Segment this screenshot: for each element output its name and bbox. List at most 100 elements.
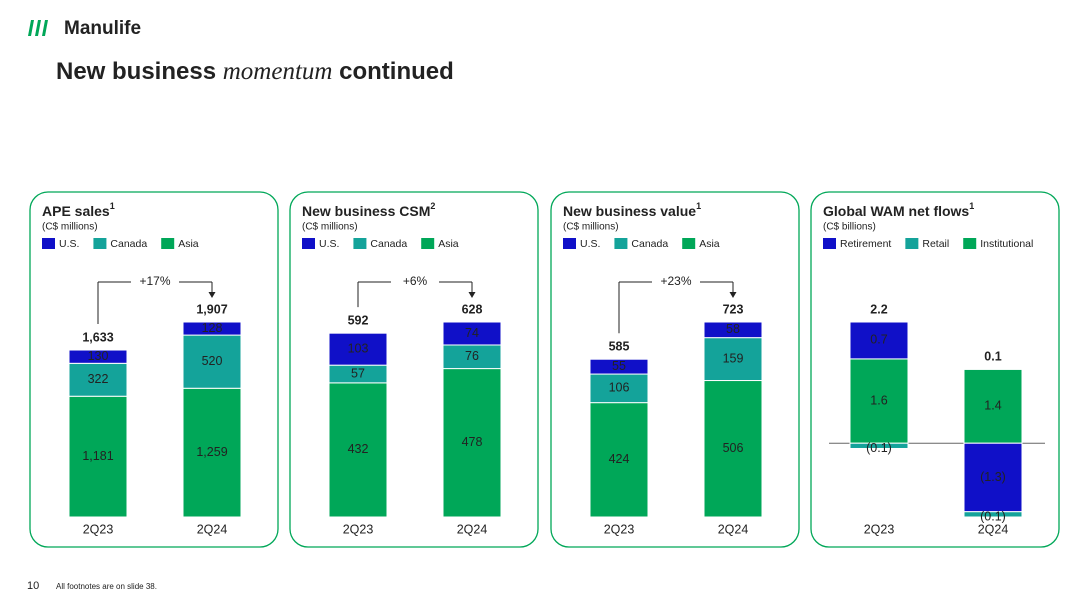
chart-subtitle: (C$ millions) xyxy=(302,222,358,233)
legend-label: Retail xyxy=(922,238,949,250)
chart-subtitle: (C$ millions) xyxy=(42,222,98,233)
brand: Manulife xyxy=(64,18,141,39)
value-label: 424 xyxy=(609,452,630,466)
category-label: 2Q24 xyxy=(718,522,749,536)
footnote: All footnotes are on slide 38. xyxy=(56,582,157,591)
legend-swatch xyxy=(302,238,315,249)
value-label: 103 xyxy=(348,341,369,355)
bar-segment xyxy=(442,321,502,346)
legend-label: Institutional xyxy=(980,238,1033,250)
chart-panel: New business value1 (C$ millions) U.S. Cana… xyxy=(550,191,800,548)
total-label: 592 xyxy=(348,313,369,327)
bar-segment xyxy=(182,321,242,336)
legend-label: Canada xyxy=(110,238,147,250)
value-label: 520 xyxy=(202,354,223,368)
chart-title: Global WAM net flows1 xyxy=(823,201,974,218)
legend-swatch xyxy=(353,238,367,249)
change-label: +6% xyxy=(403,274,428,288)
change-arrow xyxy=(208,292,216,298)
legend-label: Asia xyxy=(178,238,199,250)
value-label: 1,259 xyxy=(196,445,227,459)
footnote-mark: 1 xyxy=(696,201,701,211)
value-label: 1.6 xyxy=(870,393,887,407)
chart-title: APE sales1 xyxy=(42,201,115,218)
chart-title-text: APE sales xyxy=(42,203,110,219)
category-label: 2Q24 xyxy=(457,522,488,536)
logo xyxy=(28,20,48,36)
value-label: 1.4 xyxy=(984,399,1001,413)
category-label: 2Q23 xyxy=(83,522,114,536)
change-label: +17% xyxy=(139,274,170,288)
legend-swatch xyxy=(563,238,576,249)
legend-swatch xyxy=(614,238,628,249)
bar-segment xyxy=(849,321,909,360)
value-label: 128 xyxy=(202,321,223,335)
value-label: 0.7 xyxy=(870,333,887,347)
total-label: 2.2 xyxy=(870,302,887,316)
category-label: 2Q24 xyxy=(978,522,1009,536)
value-label: 74 xyxy=(465,326,479,340)
total-label: 585 xyxy=(609,340,630,354)
legend-swatch xyxy=(42,238,55,249)
legend-label: U.S. xyxy=(580,238,600,250)
chart-title: New business CSM2 xyxy=(302,201,435,218)
chart-panel: APE sales1 (C$ millions) U.S. Canada Asia 1,1… xyxy=(29,191,279,548)
total-label: 1,633 xyxy=(82,330,113,344)
chart-title-text: New business value xyxy=(563,203,696,219)
legend-swatch xyxy=(421,238,435,249)
legend-label: U.S. xyxy=(59,238,79,250)
chart-panel: New business CSM2 (C$ millions) U.S. Canada… xyxy=(289,191,539,548)
total-label: 1,907 xyxy=(196,302,227,316)
value-label: 478 xyxy=(462,435,483,449)
chart-subtitle: (C$ millions) xyxy=(563,222,619,233)
category-label: 2Q23 xyxy=(343,522,374,536)
bar-segment xyxy=(703,321,763,339)
legend-swatch xyxy=(682,238,696,249)
chart-panel: Global WAM net flows1 (C$ billions) Retire… xyxy=(810,191,1060,548)
bar-segment xyxy=(68,395,128,518)
value-label: (0.1) xyxy=(980,510,1006,524)
legend-swatch xyxy=(963,238,977,249)
footnote-mark: 1 xyxy=(969,201,974,211)
change-arrow xyxy=(729,292,737,298)
chart-title-text: Global WAM net flows xyxy=(823,203,969,219)
legend-swatch xyxy=(823,238,836,249)
page-number: 10 xyxy=(27,580,39,592)
value-label: 106 xyxy=(609,381,630,395)
bar-segment xyxy=(963,511,1023,518)
footnote-mark: 1 xyxy=(110,201,115,211)
title-part: momentum xyxy=(223,58,333,85)
chart-subtitle: (C$ billions) xyxy=(823,222,876,233)
legend-swatch xyxy=(905,238,919,249)
value-label: 432 xyxy=(348,442,369,456)
category-label: 2Q23 xyxy=(864,522,895,536)
value-label: (1.3) xyxy=(980,470,1006,484)
total-label: 0.1 xyxy=(984,350,1001,364)
bar-segment xyxy=(589,358,649,375)
legend-swatch xyxy=(93,238,107,249)
bar-segment xyxy=(328,382,388,518)
legend-label: Canada xyxy=(631,238,668,250)
chart-title: New business value1 xyxy=(563,201,701,218)
bar-segment xyxy=(328,332,388,366)
title-part: New business xyxy=(56,58,216,85)
bar-segment xyxy=(849,442,909,449)
bar-segment xyxy=(68,349,128,364)
bar-segment xyxy=(963,442,1023,513)
bar-segment xyxy=(182,387,242,518)
value-label: 159 xyxy=(723,351,744,365)
chart-title-text: New business CSM xyxy=(302,203,430,219)
footnote-mark: 2 xyxy=(430,201,435,211)
value-label: 322 xyxy=(88,372,109,386)
total-label: 723 xyxy=(723,302,744,316)
total-label: 628 xyxy=(462,302,483,316)
legend-label: Canada xyxy=(370,238,407,250)
legend-label: Asia xyxy=(699,238,720,250)
value-label: 130 xyxy=(88,349,109,363)
value-label: 55 xyxy=(612,359,626,373)
bar-segment xyxy=(442,368,502,518)
value-label: 57 xyxy=(351,366,365,380)
change-arrow xyxy=(468,292,476,298)
value-label: 76 xyxy=(465,349,479,363)
legend-label: U.S. xyxy=(319,238,339,250)
